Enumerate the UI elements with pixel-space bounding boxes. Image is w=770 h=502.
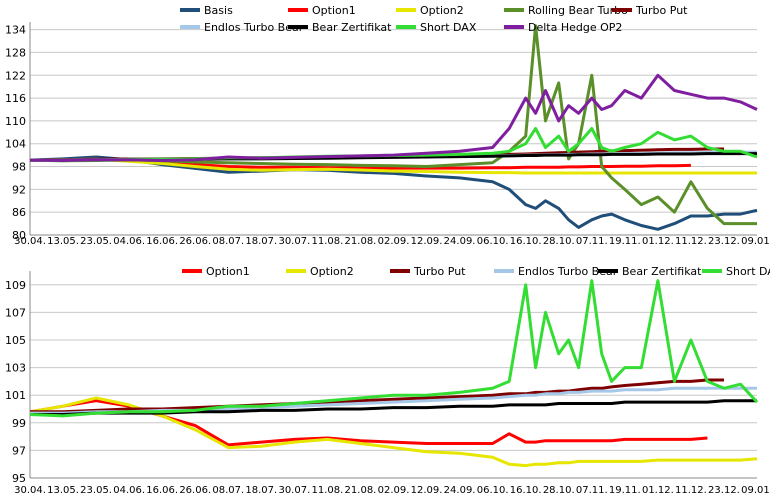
- y-tick-label: 92: [12, 183, 26, 196]
- legend-label: Turbo Put: [413, 265, 466, 278]
- series-line: [29, 157, 691, 170]
- y-tick-label: 116: [5, 92, 26, 105]
- y-tick-label: 80: [12, 229, 26, 242]
- x-tick-label: 11.12.: [675, 485, 707, 496]
- x-tick-label: 21.08.: [345, 485, 377, 496]
- y-tick-label: 110: [5, 115, 26, 128]
- y-tick-label: 109: [5, 279, 26, 292]
- legend-label: Endlos Turbo Bear: [204, 21, 304, 34]
- x-tick-label: 23.05.: [80, 485, 112, 496]
- x-tick-label: 08.07.: [212, 236, 244, 247]
- x-tick-label: 06.10.: [477, 236, 509, 247]
- y-tick-label: 95: [12, 472, 26, 485]
- x-tick-label: 24.09.: [444, 236, 476, 247]
- x-tick-label: 19.11.: [609, 485, 641, 496]
- x-tick-label: 04.06.: [113, 236, 145, 247]
- x-tick-label: 23.05.: [80, 236, 112, 247]
- x-tick-label: 30.04.: [14, 236, 46, 247]
- series-line: [29, 399, 708, 447]
- x-tick-label: 24.09.: [444, 485, 476, 496]
- series-line: [29, 279, 759, 418]
- x-tick-label: 11.12.: [675, 236, 707, 247]
- x-tick-label: 13.05.: [47, 485, 79, 496]
- x-tick-label: 08.07.: [212, 485, 244, 496]
- legend-label: Option1: [206, 265, 250, 278]
- x-tick-label: 26.06.: [179, 485, 211, 496]
- y-tick-label: 101: [5, 389, 26, 402]
- legend-label: Option2: [310, 265, 354, 278]
- legend-label: Endlos Turbo Bear: [518, 265, 618, 278]
- y-tick-label: 134: [5, 24, 26, 37]
- y-tick-label: 103: [5, 362, 26, 375]
- y-tick-label: 86: [12, 206, 26, 219]
- x-tick-label: 11.08.: [312, 236, 344, 247]
- x-tick-label: 23.12.: [708, 236, 740, 247]
- x-tick-label: 30.07.: [278, 236, 310, 247]
- x-tick-label: 09.01.: [741, 236, 770, 247]
- x-tick-label: 23.12.: [708, 485, 740, 496]
- y-tick-label: 99: [12, 417, 26, 430]
- x-tick-label: 02.09.: [378, 236, 410, 247]
- legend-label: Short DAX: [726, 265, 770, 278]
- x-tick-label: 11.08.: [312, 485, 344, 496]
- legend-label: Bear Zertifikat: [312, 21, 392, 34]
- x-tick-label: 09.01.: [741, 485, 770, 496]
- y-tick-label: 97: [12, 444, 26, 457]
- y-tick-label: 104: [5, 138, 26, 151]
- x-tick-label: 12.09.: [411, 485, 443, 496]
- series-line: [30, 378, 724, 414]
- x-tick-label: 30.07.: [278, 485, 310, 496]
- x-tick-label: 07.11.: [576, 236, 608, 247]
- series-line: [29, 396, 758, 468]
- x-tick-label: 16.06.: [146, 485, 178, 496]
- x-tick-label: 30.04.: [14, 485, 46, 496]
- legend-label: Turbo Put: [635, 4, 688, 17]
- x-tick-label: 18.07.: [245, 236, 277, 247]
- legend-label: Short DAX: [420, 21, 477, 34]
- y-tick-label: 105: [5, 334, 26, 347]
- series-line: [29, 24, 757, 226]
- x-tick-label: 07.11.: [576, 485, 608, 496]
- y-tick-label: 107: [5, 306, 26, 319]
- x-tick-label: 01.12.: [642, 236, 674, 247]
- series-line: [29, 73, 758, 162]
- legend-label: Rolling Bear Turbo: [528, 4, 628, 17]
- x-tick-label: 12.09.: [411, 236, 443, 247]
- legend-label: Option2: [420, 4, 464, 17]
- x-tick-label: 19.11.: [609, 236, 641, 247]
- legend-label: Basis: [204, 4, 233, 17]
- x-tick-label: 06.10.: [477, 485, 509, 496]
- x-tick-label: 16.10.: [510, 236, 542, 247]
- x-tick-label: 21.08.: [345, 236, 377, 247]
- x-tick-label: 18.07.: [245, 485, 277, 496]
- x-tick-label: 16.10.: [510, 485, 542, 496]
- x-tick-label: 13.05.: [47, 236, 79, 247]
- series-line: [30, 399, 757, 416]
- legend-label: Option1: [312, 4, 356, 17]
- x-tick-label: 28.10.: [543, 236, 575, 247]
- y-tick-label: 98: [12, 161, 26, 174]
- y-tick-label: 122: [5, 69, 26, 82]
- series-line: [29, 157, 757, 175]
- x-tick-label: 04.06.: [113, 485, 145, 496]
- y-tick-label: 128: [5, 46, 26, 59]
- x-tick-label: 01.12.: [642, 485, 674, 496]
- x-tick-label: 16.06.: [146, 236, 178, 247]
- legend-label: Delta Hedge OP2: [528, 21, 622, 34]
- legend-label: Bear Zertifikat: [622, 265, 702, 278]
- x-tick-label: 02.09.: [378, 485, 410, 496]
- series-line: [29, 155, 758, 231]
- x-tick-label: 26.06.: [179, 236, 211, 247]
- x-tick-label: 28.10.: [543, 485, 575, 496]
